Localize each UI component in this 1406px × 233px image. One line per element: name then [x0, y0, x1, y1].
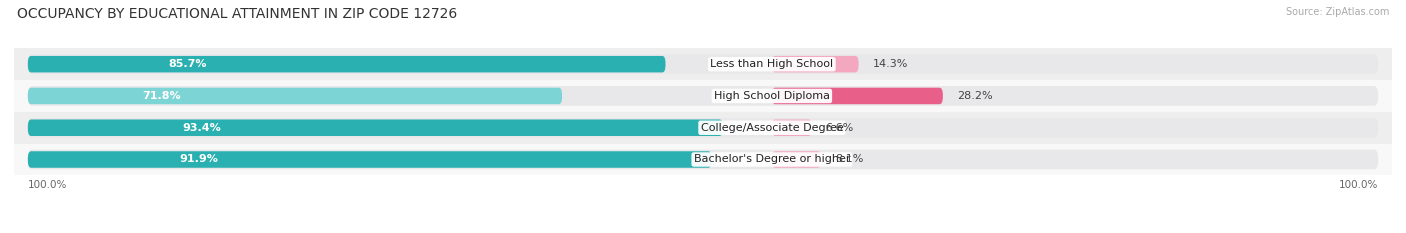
FancyBboxPatch shape [28, 151, 711, 168]
Text: 91.9%: 91.9% [180, 154, 218, 164]
Text: 8.1%: 8.1% [835, 154, 863, 164]
Text: OCCUPANCY BY EDUCATIONAL ATTAINMENT IN ZIP CODE 12726: OCCUPANCY BY EDUCATIONAL ATTAINMENT IN Z… [17, 7, 457, 21]
FancyBboxPatch shape [28, 86, 1378, 106]
Text: Less than High School: Less than High School [710, 59, 834, 69]
FancyBboxPatch shape [28, 118, 1378, 137]
FancyBboxPatch shape [28, 56, 665, 72]
Text: 100.0%: 100.0% [28, 180, 67, 190]
Legend: Owner-occupied, Renter-occupied: Owner-occupied, Renter-occupied [581, 230, 825, 233]
FancyBboxPatch shape [28, 88, 562, 104]
FancyBboxPatch shape [772, 151, 821, 168]
Bar [14, 144, 1392, 175]
FancyBboxPatch shape [772, 56, 859, 72]
Text: Source: ZipAtlas.com: Source: ZipAtlas.com [1285, 7, 1389, 17]
Bar [14, 112, 1392, 144]
Text: 85.7%: 85.7% [167, 59, 207, 69]
FancyBboxPatch shape [28, 120, 723, 136]
Text: 100.0%: 100.0% [1339, 180, 1378, 190]
Text: 71.8%: 71.8% [142, 91, 181, 101]
FancyBboxPatch shape [28, 54, 1378, 74]
Text: College/Associate Degree: College/Associate Degree [700, 123, 844, 133]
FancyBboxPatch shape [772, 88, 943, 104]
Text: 28.2%: 28.2% [956, 91, 993, 101]
Bar [14, 80, 1392, 112]
Text: 93.4%: 93.4% [183, 123, 221, 133]
FancyBboxPatch shape [772, 120, 811, 136]
Text: 6.6%: 6.6% [825, 123, 853, 133]
Bar [14, 48, 1392, 80]
Text: 14.3%: 14.3% [872, 59, 908, 69]
Text: High School Diploma: High School Diploma [714, 91, 830, 101]
FancyBboxPatch shape [28, 150, 1378, 169]
Text: Bachelor's Degree or higher: Bachelor's Degree or higher [693, 154, 851, 164]
